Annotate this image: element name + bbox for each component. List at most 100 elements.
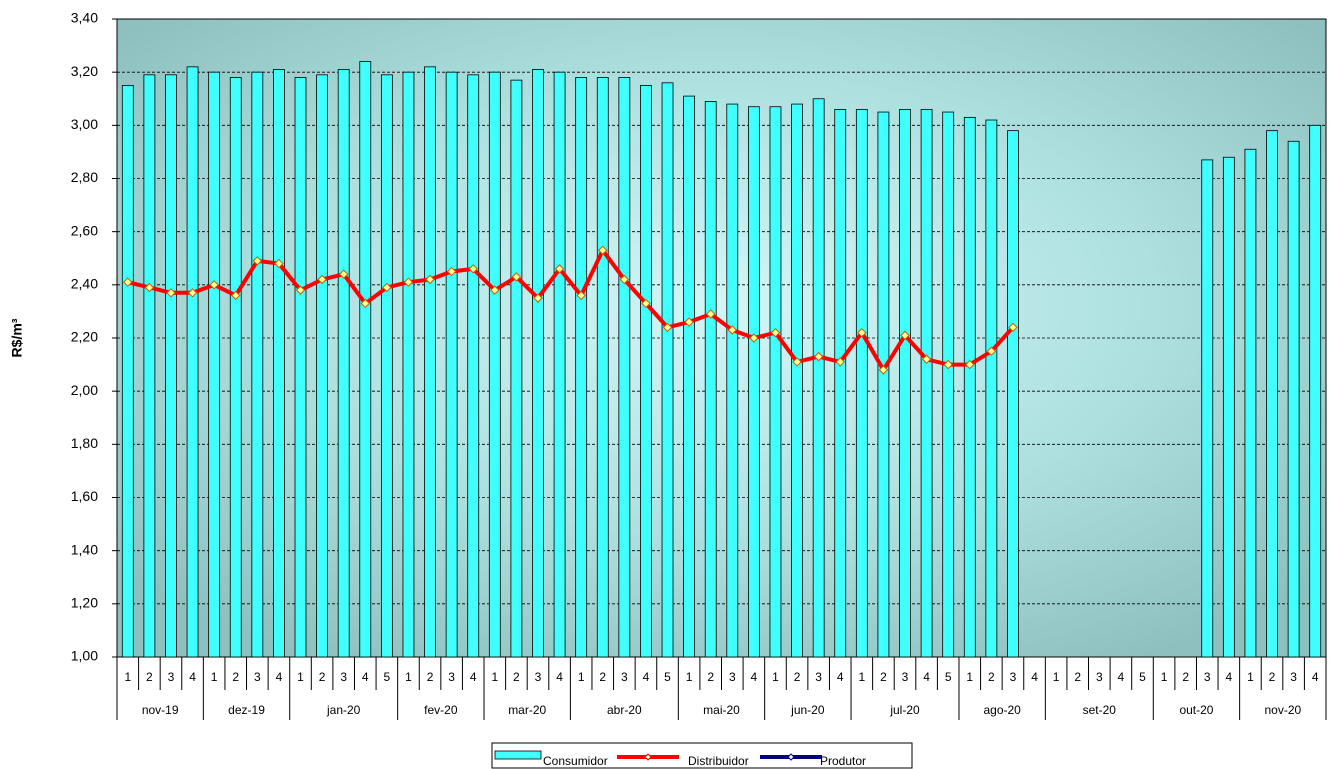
bar [747,106,760,658]
y-tick-label: 1,40 [71,541,98,557]
x-tick-label: 2 [427,670,434,684]
bar [186,66,199,658]
x-tick-label: 2 [988,670,995,684]
x-tick-label: 3 [254,670,261,684]
line-marker [576,290,586,301]
line-marker [857,327,867,338]
x-tick-label: 3 [815,670,822,684]
bar [942,111,955,658]
line-marker [231,290,241,301]
line-marker [144,282,155,293]
bar [661,82,674,658]
bar [963,116,976,658]
x-tick-label: 2 [599,670,606,684]
x-tick-label: 5 [664,670,671,684]
legend-label: Produtor [820,754,866,768]
y-tick-label: 2,40 [71,276,98,292]
bar [1222,156,1235,658]
bar [855,108,868,658]
line-marker [382,282,392,293]
x-tick-label: 1 [211,670,218,684]
bar [1007,130,1019,658]
bar [251,71,264,658]
bar [985,119,998,658]
y-tick-label: 1,00 [71,648,98,664]
x-tick-label: 3 [621,670,628,684]
line-marker [662,322,673,333]
month-label: out-20 [1179,703,1213,717]
x-tick-label: 2 [1074,670,1081,684]
x-tick-label: 3 [1096,670,1103,684]
x-tick-label: 4 [189,670,196,684]
x-tick-label: 4 [751,670,758,684]
bar [553,71,566,658]
x-tick-label: 4 [643,670,650,684]
line-marker [166,288,176,298]
line-marker [921,354,932,364]
bar [402,71,415,658]
line-marker [468,264,478,274]
x-tick-label: 4 [923,670,930,684]
bar [337,69,350,658]
bar [683,95,696,658]
legend-marker [787,753,795,761]
line-marker [317,274,327,285]
bar [1309,124,1322,658]
y-axis-title: R$/m³ [9,318,25,357]
bar [467,74,480,658]
line-marker [835,357,845,367]
bar [208,71,221,658]
x-tick-label: 3 [729,670,736,684]
line-marker [360,298,370,309]
x-tick-label: 4 [1118,670,1125,684]
y-tick-label: 2,80 [71,169,98,185]
x-tick-label: 5 [384,670,391,684]
y-tick-label: 1,20 [71,595,98,611]
x-tick-label: 5 [1139,670,1146,684]
x-tick-label: 4 [470,670,477,684]
x-tick-label: 3 [1204,670,1211,684]
bar [575,77,588,658]
line-marker [533,293,543,303]
bar [316,74,328,658]
month-label: mai-20 [703,703,740,717]
bar [769,106,782,658]
x-tick-label: 2 [232,670,239,684]
line-marker [878,365,889,375]
x-tick-label: 4 [1031,670,1038,684]
bar [165,74,177,658]
bar [877,111,890,658]
month-label: jul-20 [889,703,920,717]
x-tick-label: 2 [707,670,714,684]
line-marker [792,357,802,367]
line-marker [684,317,694,327]
x-tick-label: 4 [362,670,369,684]
x-tick-label: 3 [340,670,347,684]
x-tick-label: 4 [1312,670,1319,684]
line-marker [1008,322,1018,333]
bar [229,77,242,658]
y-tick-label: 1,60 [71,488,98,504]
y-tick-label: 3,40 [71,10,98,26]
y-tick-label: 2,20 [71,329,98,345]
x-tick-label: 1 [124,670,131,684]
bar [121,85,134,658]
line-marker [554,264,565,274]
bar [1266,130,1278,658]
line-marker [965,359,975,370]
x-tick-label: 2 [794,670,801,684]
bar [596,77,609,658]
bar [920,108,933,658]
line-marker [252,256,263,266]
bar [640,85,652,658]
month-label: nov-19 [142,703,179,717]
legend [491,742,913,769]
bar [510,79,523,658]
x-tick-label: 1 [686,670,693,684]
legend-swatch [494,750,542,760]
line-marker [295,285,306,295]
month-label: abr-20 [607,703,642,717]
x-tick-label: 4 [556,670,563,684]
bar [1287,140,1300,658]
